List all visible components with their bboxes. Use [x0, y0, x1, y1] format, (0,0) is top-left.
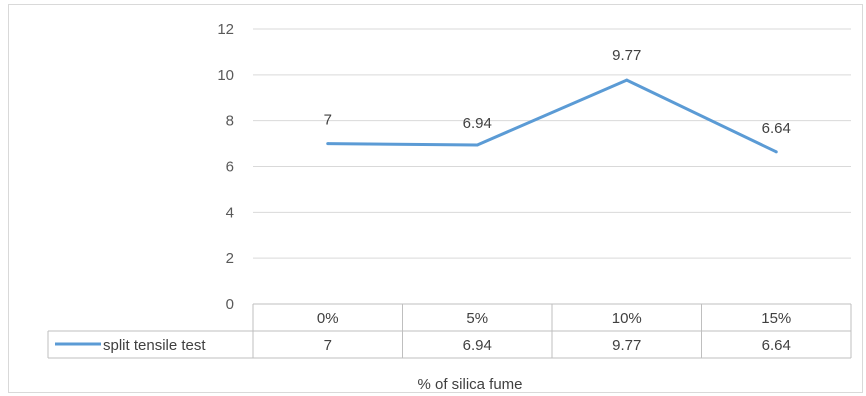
data-table: 0% 5% 10% 15% split tensile test 7 6.94 9.77 6.6… [47, 303, 852, 359]
data-point [774, 150, 778, 154]
y-tick-label: 4 [226, 204, 234, 221]
legend-label: split tensile test [103, 337, 206, 354]
x-category-label: 15% [761, 310, 791, 327]
table-value-cell: 6.64 [762, 337, 791, 354]
y-tick-label: 12 [217, 21, 234, 38]
x-category-label: 10% [612, 310, 642, 327]
y-tick-label: 10 [217, 67, 234, 84]
x-category-label: 5% [466, 310, 488, 327]
gridlines [253, 28, 851, 259]
table-value-cell: 9.77 [612, 337, 641, 354]
series-lines [326, 78, 778, 154]
y-tick-label: 8 [226, 113, 234, 130]
y-tick-label: 2 [226, 250, 234, 267]
data-label: 6.94 [463, 115, 492, 132]
y-tick-label: 6 [226, 159, 234, 176]
data-labels: 7 6.94 9.77 6.64 [324, 47, 791, 137]
chart-frame [8, 4, 863, 393]
data-point [326, 142, 330, 146]
series-line-0 [327, 78, 777, 154]
table-value-cell: 7 [324, 337, 332, 354]
table-value-cell: 6.94 [463, 337, 492, 354]
data-point [475, 143, 479, 147]
data-label: 7 [324, 112, 332, 129]
x-category-label: 0% [317, 310, 339, 327]
data-point [625, 78, 629, 82]
y-tick-label: 0 [226, 296, 234, 313]
x-axis-title: % of silica fume [417, 376, 522, 393]
y-axis-tick-labels: 0 2 4 6 8 10 12 [217, 21, 234, 313]
data-label: 6.64 [762, 120, 791, 137]
data-label: 9.77 [612, 47, 641, 64]
